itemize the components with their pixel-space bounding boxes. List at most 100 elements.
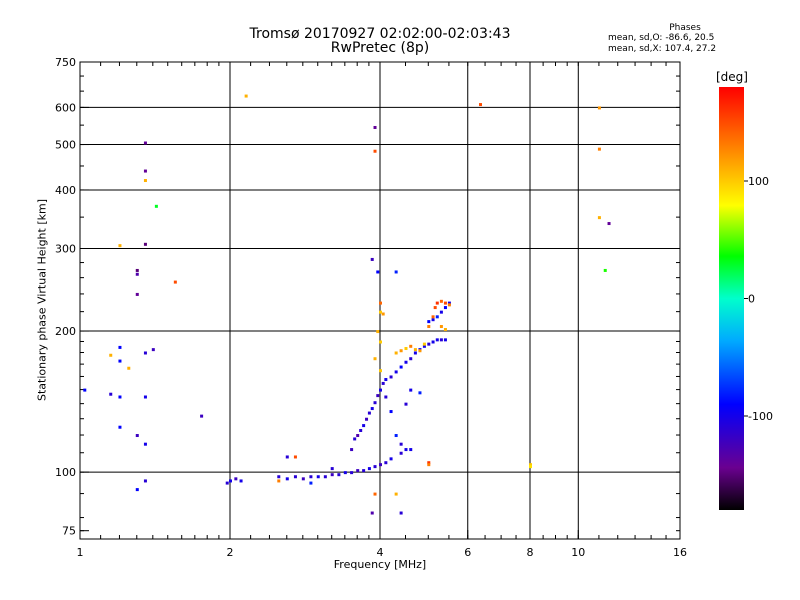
echo-point bbox=[118, 425, 122, 429]
x-axis-label: Frequency [MHz] bbox=[333, 558, 427, 571]
echo-point bbox=[379, 463, 382, 467]
echo-point bbox=[143, 242, 147, 246]
echo-point bbox=[435, 338, 439, 342]
echo-point bbox=[285, 477, 289, 481]
echo-point bbox=[229, 479, 232, 483]
echo-point bbox=[353, 437, 357, 441]
plot-frame bbox=[79, 61, 681, 540]
echo-point bbox=[362, 424, 366, 428]
echo-point bbox=[427, 461, 431, 465]
echo-point bbox=[404, 448, 408, 452]
echo-point bbox=[143, 179, 147, 183]
echo-point bbox=[439, 310, 443, 314]
echo-point bbox=[389, 410, 393, 414]
echo-point bbox=[239, 479, 243, 483]
echo-point bbox=[439, 325, 443, 329]
echo-point bbox=[373, 401, 377, 405]
echo-point bbox=[422, 344, 426, 348]
echo-point bbox=[384, 378, 388, 382]
y-tick-label: 300 bbox=[55, 243, 76, 256]
colorbar-tick-label: 100 bbox=[748, 175, 769, 188]
colorbar-unit-label: [deg] bbox=[716, 70, 748, 84]
echo-point bbox=[135, 292, 139, 296]
x-tick-label: 4 bbox=[377, 546, 384, 559]
echo-point bbox=[439, 338, 443, 342]
echo-point bbox=[109, 392, 113, 396]
echo-point bbox=[370, 511, 374, 515]
echo-point bbox=[316, 475, 320, 479]
echo-point bbox=[443, 306, 447, 310]
echo-point bbox=[225, 481, 229, 485]
echo-point bbox=[431, 315, 435, 319]
echo-point bbox=[350, 471, 354, 475]
echo-point bbox=[285, 455, 289, 459]
echo-point bbox=[427, 342, 431, 346]
colorbar-tick-label: 0 bbox=[748, 293, 755, 306]
echo-point bbox=[431, 318, 435, 322]
y-tick-label: 400 bbox=[55, 184, 76, 197]
echo-point bbox=[234, 477, 238, 481]
echo-point bbox=[603, 268, 607, 272]
echo-point bbox=[356, 469, 360, 473]
echo-point bbox=[394, 434, 398, 438]
echo-point bbox=[381, 312, 385, 316]
echo-point bbox=[443, 301, 447, 305]
colorbar bbox=[719, 87, 744, 510]
echo-point bbox=[277, 475, 281, 479]
echo-point bbox=[389, 375, 393, 379]
echo-point bbox=[607, 222, 611, 226]
echo-point bbox=[127, 366, 131, 370]
echo-point bbox=[143, 442, 147, 446]
echo-point bbox=[309, 481, 313, 485]
x-tick-label: 2 bbox=[227, 546, 234, 559]
echo-point bbox=[404, 347, 408, 351]
echo-point bbox=[381, 381, 385, 385]
echo-point bbox=[244, 94, 248, 98]
echo-point bbox=[427, 463, 431, 467]
echo-point bbox=[118, 359, 122, 363]
echo-point bbox=[83, 388, 87, 392]
echo-point bbox=[143, 169, 147, 173]
echo-point bbox=[135, 272, 139, 276]
echo-point bbox=[151, 348, 155, 352]
echo-point bbox=[439, 299, 443, 303]
echo-point bbox=[418, 349, 422, 353]
echo-point bbox=[399, 451, 403, 455]
echo-point bbox=[399, 349, 403, 353]
echo-point bbox=[309, 475, 313, 479]
phases-label: Phases bbox=[669, 23, 701, 33]
x-tick-label: 1 bbox=[77, 546, 84, 559]
y-tick-label: 750 bbox=[55, 56, 76, 69]
echo-point bbox=[277, 479, 281, 483]
echo-point bbox=[293, 455, 297, 459]
echo-point bbox=[384, 461, 388, 465]
echo-point bbox=[154, 204, 158, 208]
echo-point bbox=[143, 479, 147, 483]
echo-point bbox=[418, 391, 422, 395]
echo-point bbox=[109, 353, 113, 357]
echo-point bbox=[443, 328, 447, 332]
echo-point bbox=[373, 492, 377, 496]
echo-point bbox=[404, 402, 408, 406]
echo-point bbox=[359, 428, 363, 432]
echo-point bbox=[135, 268, 139, 272]
echo-point bbox=[409, 344, 413, 348]
echo-point bbox=[362, 469, 366, 473]
echo-point bbox=[373, 465, 377, 469]
y-tick-label: 600 bbox=[55, 101, 76, 114]
phase-x-stats: mean, sd,X: 107.4, 27.2 bbox=[608, 44, 717, 54]
echo-point bbox=[367, 467, 371, 471]
echo-point bbox=[433, 306, 437, 310]
echo-point bbox=[422, 342, 426, 346]
colorbar-tick-label: -100 bbox=[748, 410, 773, 423]
echo-point bbox=[350, 448, 354, 452]
echo-point bbox=[293, 475, 297, 479]
echo-point bbox=[399, 365, 403, 369]
echo-point bbox=[118, 345, 122, 349]
echo-point bbox=[435, 301, 439, 305]
echo-point bbox=[404, 360, 408, 364]
echo-point bbox=[427, 325, 431, 329]
echo-point bbox=[597, 216, 601, 220]
echo-point bbox=[301, 477, 305, 481]
echo-point bbox=[409, 448, 413, 452]
